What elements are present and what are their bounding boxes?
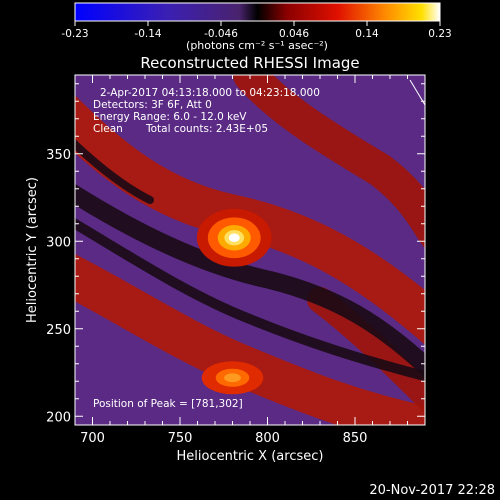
x-tick-label: 800 [255, 431, 280, 446]
y-tick-label: 350 [46, 148, 71, 163]
colorbar [74, 2, 441, 22]
fringe-band [233, 75, 425, 249]
secondary-source [224, 373, 241, 383]
y-axis-label: Heliocentric Y (arcsec) [25, 177, 40, 323]
colorbar-tick-label: 0.14 [355, 28, 379, 40]
colorbar-tick-label: -0.23 [61, 28, 88, 40]
y-tick-label: 200 [46, 410, 71, 425]
x-tick-label: 750 [168, 431, 193, 446]
annotation-energy: Energy Range: 6.0 - 12.0 keV [93, 111, 247, 123]
fringe-band [75, 183, 425, 378]
heat-sources [196, 208, 272, 395]
annotation-peak-position: Position of Peak = [781,302] [93, 398, 243, 410]
colorbar-tick-labels: -0.23 -0.14 -0.046 0.046 0.14 0.23 [61, 28, 451, 40]
x-tick-label: 700 [80, 431, 105, 446]
annotation-total-counts: Total counts: 2.43E+05 [145, 123, 268, 135]
y-axis-ticks: 200 250 300 350 [46, 83, 425, 425]
chart-title: Reconstructed RHESSI Image [140, 54, 359, 72]
fringe-band [75, 218, 425, 382]
footer-timestamp: 20-Nov-2017 22:28 [369, 483, 495, 498]
x-axis-ticks: 700 750 800 850 [80, 75, 408, 446]
peak-source [228, 233, 240, 242]
colorbar-unit-label: (photons cm⁻² s⁻¹ asec⁻²) [186, 39, 328, 52]
fringe-band [75, 139, 154, 204]
annotation-detectors: Detectors: 3F 6F, Att 0 [93, 99, 212, 111]
heatmap-image [75, 75, 425, 425]
annotation-time-range: 2-Apr-2017 04:13:18.000 to 04:23:18.000 [100, 87, 320, 99]
colorbar-tick-label: -0.14 [134, 28, 161, 40]
x-axis-label: Heliocentric X (arcsec) [177, 449, 324, 464]
annotation-clean: Clean [93, 123, 123, 135]
colorbar-tick-label: 0.23 [428, 28, 451, 40]
y-tick-label: 250 [46, 323, 71, 338]
colorbar-ticks [74, 21, 441, 26]
y-tick-label: 300 [46, 235, 71, 250]
x-tick-label: 850 [343, 431, 368, 446]
colorbar-tick-label: -0.046 [204, 28, 238, 40]
colorbar-tick-label: 0.046 [279, 28, 309, 40]
